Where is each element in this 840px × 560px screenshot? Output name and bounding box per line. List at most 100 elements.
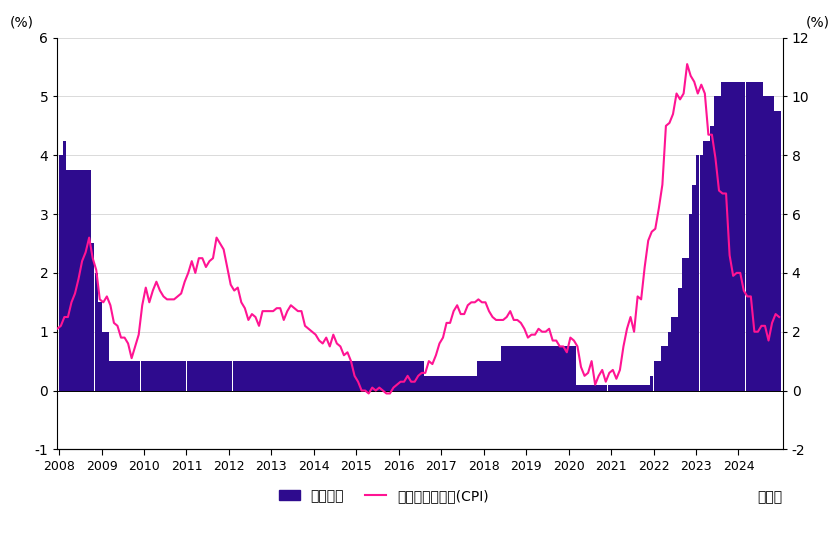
- Bar: [297, 361, 300, 390]
- Bar: [275, 361, 278, 390]
- Bar: [675, 317, 678, 390]
- Bar: [381, 361, 385, 390]
- Bar: [409, 361, 413, 390]
- Bar: [738, 82, 742, 390]
- Bar: [254, 361, 257, 390]
- Bar: [169, 361, 172, 390]
- Bar: [250, 361, 254, 390]
- Bar: [105, 332, 108, 390]
- Bar: [332, 361, 335, 390]
- Bar: [650, 376, 654, 390]
- Bar: [643, 385, 647, 390]
- Bar: [622, 385, 625, 390]
- Bar: [625, 385, 628, 390]
- Bar: [212, 361, 215, 390]
- Bar: [151, 361, 155, 390]
- Bar: [516, 347, 519, 390]
- Bar: [292, 361, 297, 390]
- Bar: [113, 361, 116, 390]
- Bar: [130, 361, 134, 390]
- Bar: [522, 347, 526, 390]
- Bar: [717, 96, 721, 390]
- Bar: [764, 96, 767, 390]
- Bar: [87, 170, 91, 390]
- Bar: [537, 347, 540, 390]
- Bar: [367, 361, 370, 390]
- Bar: [679, 288, 682, 390]
- Bar: [314, 361, 318, 390]
- Bar: [583, 385, 586, 390]
- Bar: [770, 96, 774, 390]
- Bar: [201, 361, 204, 390]
- Bar: [692, 185, 696, 390]
- Bar: [420, 361, 423, 390]
- Bar: [777, 111, 781, 390]
- Bar: [569, 347, 572, 390]
- Bar: [657, 361, 660, 390]
- Bar: [604, 385, 607, 390]
- Bar: [180, 361, 183, 390]
- Bar: [218, 361, 222, 390]
- Bar: [271, 361, 275, 390]
- Bar: [696, 155, 700, 390]
- Bar: [388, 361, 391, 390]
- Bar: [732, 82, 735, 390]
- Bar: [431, 376, 434, 390]
- Bar: [260, 361, 265, 390]
- Bar: [207, 361, 211, 390]
- Bar: [279, 361, 282, 390]
- Bar: [689, 214, 692, 390]
- Bar: [455, 376, 459, 390]
- Bar: [385, 361, 388, 390]
- Bar: [162, 361, 165, 390]
- Bar: [671, 317, 675, 390]
- Bar: [714, 96, 717, 390]
- Bar: [664, 347, 668, 390]
- Bar: [148, 361, 151, 390]
- Bar: [543, 347, 548, 390]
- Bar: [289, 361, 292, 390]
- Bar: [370, 361, 374, 390]
- Bar: [321, 361, 324, 390]
- Bar: [449, 376, 452, 390]
- Bar: [239, 361, 243, 390]
- Bar: [682, 258, 685, 390]
- Bar: [586, 385, 590, 390]
- Bar: [417, 361, 420, 390]
- Bar: [767, 96, 770, 390]
- Bar: [222, 361, 225, 390]
- Bar: [554, 347, 558, 390]
- Bar: [480, 361, 484, 390]
- Bar: [215, 361, 218, 390]
- Bar: [225, 361, 228, 390]
- Bar: [126, 361, 130, 390]
- Bar: [98, 302, 102, 390]
- Bar: [140, 361, 144, 390]
- Bar: [590, 385, 593, 390]
- Bar: [530, 347, 533, 390]
- Bar: [746, 82, 749, 390]
- Bar: [247, 361, 250, 390]
- Bar: [183, 361, 186, 390]
- Bar: [236, 361, 239, 390]
- Bar: [601, 385, 604, 390]
- Bar: [116, 361, 119, 390]
- Bar: [66, 170, 70, 390]
- Bar: [402, 361, 406, 390]
- Bar: [399, 361, 402, 390]
- Bar: [700, 155, 703, 390]
- Bar: [342, 361, 345, 390]
- Bar: [476, 361, 480, 390]
- Bar: [618, 385, 622, 390]
- Bar: [144, 361, 148, 390]
- Bar: [282, 361, 286, 390]
- Bar: [155, 361, 158, 390]
- Bar: [310, 361, 314, 390]
- Bar: [176, 361, 180, 390]
- Bar: [495, 361, 498, 390]
- Bar: [353, 361, 356, 390]
- Bar: [607, 385, 611, 390]
- Bar: [452, 376, 455, 390]
- Bar: [119, 361, 123, 390]
- Bar: [339, 361, 342, 390]
